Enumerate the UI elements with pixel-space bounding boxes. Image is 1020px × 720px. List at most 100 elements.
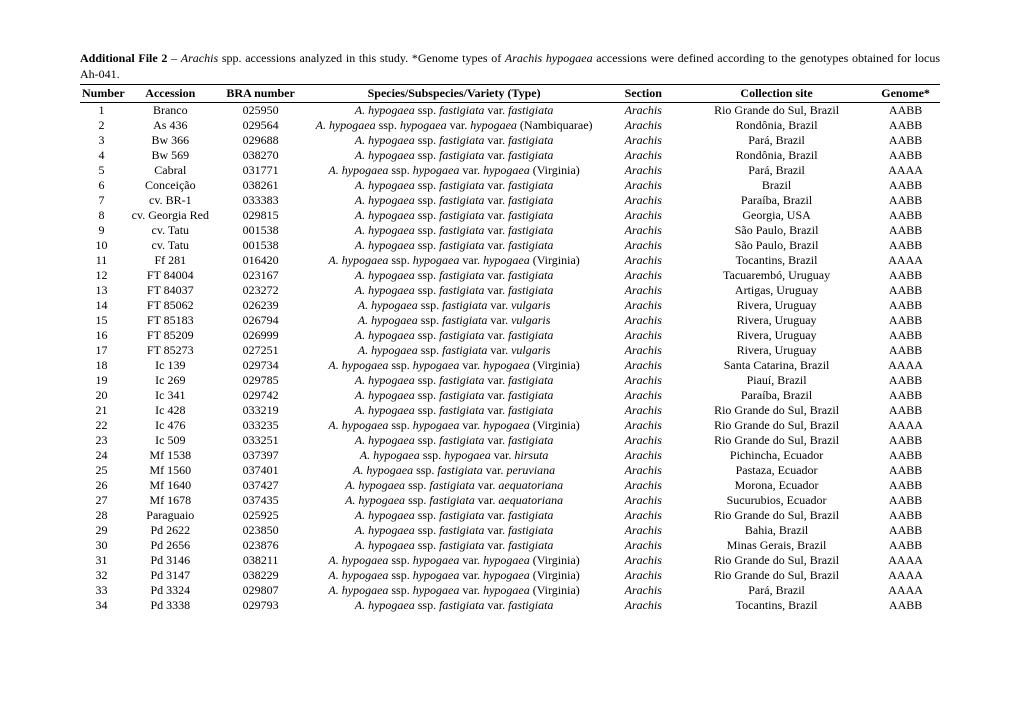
cell-accession: Bw 366 bbox=[123, 133, 218, 148]
table-row: 32Pd 3147038229A. hypogaea ssp. hypogaea… bbox=[80, 568, 940, 583]
cell-species: A. hypogaea ssp. fastigiata var. fastigi… bbox=[304, 598, 605, 613]
cell-genome: AAAA bbox=[871, 163, 940, 178]
cell-site: Sucurubios, Ecuador bbox=[682, 493, 871, 508]
table-row: 23Ic 509033251A. hypogaea ssp. fastigiat… bbox=[80, 433, 940, 448]
cell-number: 11 bbox=[80, 253, 123, 268]
cell-site: Rio Grande do Sul, Brazil bbox=[682, 103, 871, 119]
cell-number: 19 bbox=[80, 373, 123, 388]
cell-number: 21 bbox=[80, 403, 123, 418]
cell-species: A. hypogaea ssp. fastigiata var. aequato… bbox=[304, 493, 605, 508]
cell-section: Arachis bbox=[605, 118, 682, 133]
cell-genome: AABB bbox=[871, 193, 940, 208]
cell-section: Arachis bbox=[605, 133, 682, 148]
cell-number: 30 bbox=[80, 538, 123, 553]
cell-genome: AABB bbox=[871, 118, 940, 133]
cell-number: 1 bbox=[80, 103, 123, 119]
cell-section: Arachis bbox=[605, 583, 682, 598]
cell-accession: Mf 1560 bbox=[123, 463, 218, 478]
cell-bra: 026794 bbox=[218, 313, 304, 328]
cell-number: 22 bbox=[80, 418, 123, 433]
cell-species: A. hypogaea ssp. hypogaea var. hypogaea … bbox=[304, 553, 605, 568]
cell-number: 5 bbox=[80, 163, 123, 178]
cell-accession: FT 85062 bbox=[123, 298, 218, 313]
cell-species: A. hypogaea ssp. hypogaea var. hypogaea … bbox=[304, 118, 605, 133]
cell-accession: FT 85209 bbox=[123, 328, 218, 343]
table-row: 21Ic 428033219A. hypogaea ssp. fastigiat… bbox=[80, 403, 940, 418]
cell-site: Rivera, Uruguay bbox=[682, 298, 871, 313]
cell-site: São Paulo, Brazil bbox=[682, 223, 871, 238]
cell-bra: 023876 bbox=[218, 538, 304, 553]
cell-genome: AABB bbox=[871, 448, 940, 463]
table-row: 11Ff 281016420A. hypogaea ssp. hypogaea … bbox=[80, 253, 940, 268]
cell-section: Arachis bbox=[605, 478, 682, 493]
cell-accession: Ic 341 bbox=[123, 388, 218, 403]
cell-bra: 029688 bbox=[218, 133, 304, 148]
cell-bra: 033383 bbox=[218, 193, 304, 208]
cell-site: Georgia, USA bbox=[682, 208, 871, 223]
cell-genome: AABB bbox=[871, 538, 940, 553]
cell-accession: FT 85183 bbox=[123, 313, 218, 328]
cell-site: Rivera, Uruguay bbox=[682, 328, 871, 343]
cell-species: A. hypogaea ssp. fastigiata var. fastigi… bbox=[304, 403, 605, 418]
cell-section: Arachis bbox=[605, 103, 682, 119]
cell-number: 33 bbox=[80, 583, 123, 598]
cell-section: Arachis bbox=[605, 373, 682, 388]
header-species: Species/Subspecies/Variety (Type) bbox=[304, 85, 605, 103]
table-row: 24Mf 1538037397A. hypogaea ssp. hypogaea… bbox=[80, 448, 940, 463]
table-row: 4Bw 569038270A. hypogaea ssp. fastigiata… bbox=[80, 148, 940, 163]
cell-species: A. hypogaea ssp. fastigiata var. fastigi… bbox=[304, 283, 605, 298]
cell-accession: cv. Tatu bbox=[123, 223, 218, 238]
table-row: 22Ic 476033235A. hypogaea ssp. hypogaea … bbox=[80, 418, 940, 433]
cell-site: Tacuarembó, Uruguay bbox=[682, 268, 871, 283]
table-row: 10cv. Tatu001538A. hypogaea ssp. fastigi… bbox=[80, 238, 940, 253]
cell-bra: 001538 bbox=[218, 238, 304, 253]
cell-species: A. hypogaea ssp. fastigiata var. fastigi… bbox=[304, 523, 605, 538]
cell-number: 18 bbox=[80, 358, 123, 373]
cell-accession: Pd 2622 bbox=[123, 523, 218, 538]
cell-section: Arachis bbox=[605, 193, 682, 208]
cell-section: Arachis bbox=[605, 598, 682, 613]
cell-accession: Pd 3147 bbox=[123, 568, 218, 583]
cell-section: Arachis bbox=[605, 388, 682, 403]
cell-number: 32 bbox=[80, 568, 123, 583]
cell-species: A. hypogaea ssp. hypogaea var. hypogaea … bbox=[304, 583, 605, 598]
cell-section: Arachis bbox=[605, 178, 682, 193]
cell-bra: 029742 bbox=[218, 388, 304, 403]
cell-bra: 001538 bbox=[218, 223, 304, 238]
cell-section: Arachis bbox=[605, 343, 682, 358]
cell-site: Pastaza, Ecuador bbox=[682, 463, 871, 478]
cell-species: A. hypogaea ssp. fastigiata var. fastigi… bbox=[304, 433, 605, 448]
cell-number: 4 bbox=[80, 148, 123, 163]
cell-accession: cv. Tatu bbox=[123, 238, 218, 253]
cell-genome: AABB bbox=[871, 208, 940, 223]
cell-species: A. hypogaea ssp. fastigiata var. fastigi… bbox=[304, 193, 605, 208]
cell-site: Rio Grande do Sul, Brazil bbox=[682, 553, 871, 568]
table-row: 34Pd 3338029793A. hypogaea ssp. fastigia… bbox=[80, 598, 940, 613]
cell-accession: Mf 1678 bbox=[123, 493, 218, 508]
cell-number: 13 bbox=[80, 283, 123, 298]
cell-genome: AAAA bbox=[871, 583, 940, 598]
cell-species: A. hypogaea ssp. fastigiata var. fastigi… bbox=[304, 178, 605, 193]
cell-section: Arachis bbox=[605, 148, 682, 163]
cell-site: Minas Gerais, Brazil bbox=[682, 538, 871, 553]
table-row: 1Branco025950A. hypogaea ssp. fastigiata… bbox=[80, 103, 940, 119]
cell-species: A. hypogaea ssp. hypogaea var. hirsuta bbox=[304, 448, 605, 463]
cell-site: Morona, Ecuador bbox=[682, 478, 871, 493]
cell-site: Pichincha, Ecuador bbox=[682, 448, 871, 463]
cell-species: A. hypogaea ssp. fastigiata var. fastigi… bbox=[304, 148, 605, 163]
cell-species: A. hypogaea ssp. fastigiata var. vulgari… bbox=[304, 298, 605, 313]
header-section: Section bbox=[605, 85, 682, 103]
cell-section: Arachis bbox=[605, 508, 682, 523]
cell-accession: cv. Georgia Red bbox=[123, 208, 218, 223]
cell-accession: Branco bbox=[123, 103, 218, 119]
cell-accession: Mf 1640 bbox=[123, 478, 218, 493]
table-row: 20Ic 341029742A. hypogaea ssp. fastigiat… bbox=[80, 388, 940, 403]
cell-genome: AAAA bbox=[871, 418, 940, 433]
cell-section: Arachis bbox=[605, 208, 682, 223]
table-row: 33Pd 3324029807A. hypogaea ssp. hypogaea… bbox=[80, 583, 940, 598]
cell-number: 12 bbox=[80, 268, 123, 283]
cell-site: Rio Grande do Sul, Brazil bbox=[682, 568, 871, 583]
cell-site: Rio Grande do Sul, Brazil bbox=[682, 403, 871, 418]
table-row: 5Cabral031771A. hypogaea ssp. hypogaea v… bbox=[80, 163, 940, 178]
cell-accession: Cabral bbox=[123, 163, 218, 178]
